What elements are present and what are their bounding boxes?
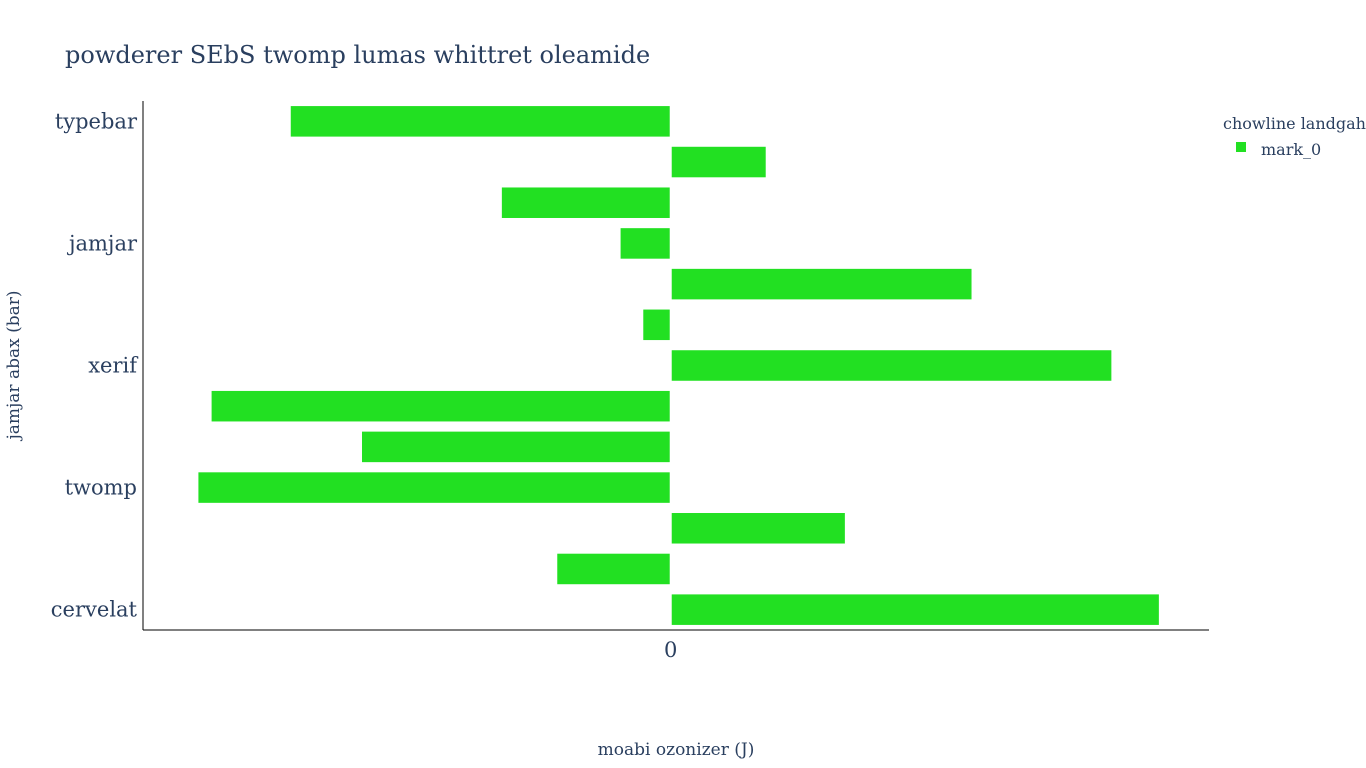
bar-5[interactable] [643,309,670,341]
x-tick-labels: 0 [664,638,677,662]
bar-1[interactable] [671,146,766,178]
bar-9[interactable] [198,472,670,503]
y-tick-label-0: typebar [55,109,138,133]
chart-title: powderer SEbS twomp lumas whittret oleam… [65,41,650,69]
bar-6[interactable] [671,350,1112,381]
bar-2[interactable] [501,187,670,218]
legend: chowline landgah mark_0 [1223,114,1366,159]
y-tick-label-3: twomp [65,476,137,500]
legend-swatch[interactable] [1236,142,1246,152]
bars-group [198,106,1159,625]
bar-8[interactable] [362,431,670,463]
bar-10[interactable] [671,513,845,544]
bar-0[interactable] [290,106,670,137]
y-axis-title: jamjar abax (bar) [4,290,24,441]
bar-7[interactable] [211,390,670,422]
bar-11[interactable] [557,553,670,585]
legend-item-label[interactable]: mark_0 [1261,140,1321,159]
bar-3[interactable] [620,228,670,259]
legend-title: chowline landgah [1223,114,1366,133]
y-tick-label-1: jamjar [66,231,138,255]
bar-12[interactable] [671,594,1159,625]
x-tick-label-0: 0 [664,638,677,662]
y-tick-label-4: cervelat [51,598,138,622]
y-tick-labels: typebar jamjar xerif twomp cervelat [51,109,139,621]
x-axis-title: moabi ozonizer (J) [598,740,755,760]
bar-4[interactable] [671,268,972,300]
y-tick-label-2: xerif [88,354,139,378]
